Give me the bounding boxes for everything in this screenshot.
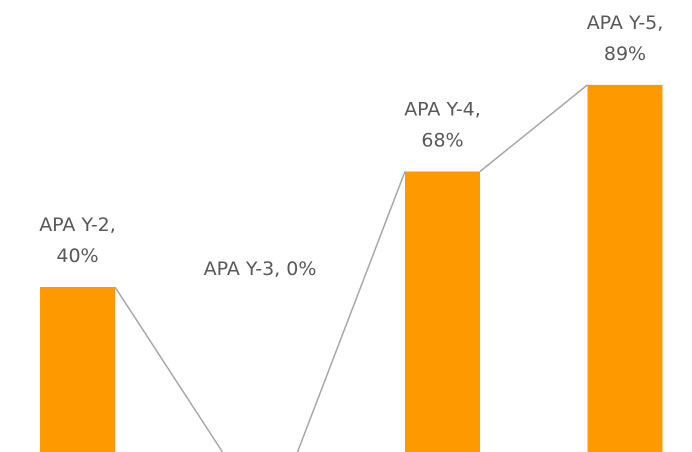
data-label-category: APA Y-5,	[587, 12, 664, 34]
data-label-category: APA Y-4,	[404, 99, 481, 121]
data-label-value: 0%	[286, 258, 316, 280]
bar	[587, 84, 663, 452]
connector-line	[479, 84, 588, 173]
data-label: APA Y-4, 68%	[404, 99, 481, 152]
data-label: APA Y-5, 89%	[587, 12, 664, 65]
bar	[405, 171, 480, 452]
connector-line	[296, 171, 406, 452]
bar	[40, 287, 115, 452]
data-label-value: 40%	[56, 245, 98, 267]
data-label: APA Y-2, 40%	[39, 214, 116, 267]
data-label-text: APA Y-3, 0%	[204, 258, 317, 280]
data-label-category: APA Y-3,	[204, 258, 287, 280]
data-label-category: APA Y-2,	[39, 214, 116, 236]
connector-line	[114, 286, 224, 452]
data-label-value: 68%	[421, 130, 463, 152]
data-label: APA Y-3, 0%	[204, 258, 317, 280]
data-label-value: 89%	[604, 43, 646, 65]
